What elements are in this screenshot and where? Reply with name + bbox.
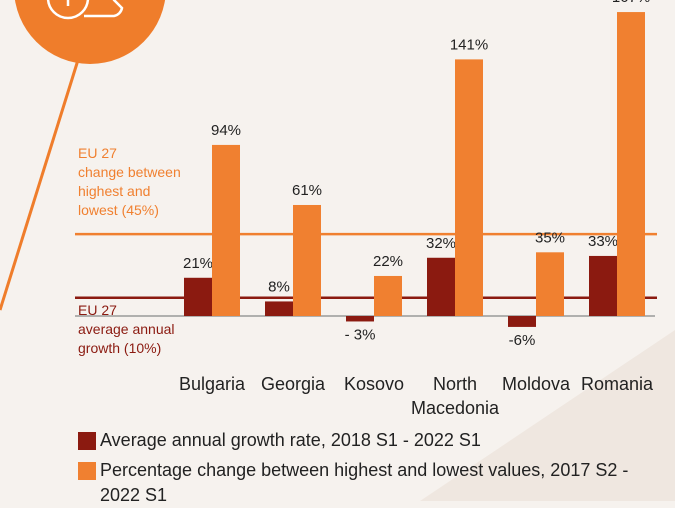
value-label: 35% <box>535 229 565 246</box>
reference-label: EU 27 <box>78 145 117 161</box>
legend-label: Average annual growth rate, 2018 S1 - 20… <box>100 430 481 450</box>
bar <box>374 275 402 316</box>
legend-swatch <box>78 432 96 450</box>
x-tick-label: North Macedonia <box>410 374 500 418</box>
reference-label: change between <box>78 164 181 180</box>
icon <box>46 0 124 20</box>
x-tick-label: Kosovo <box>343 374 405 394</box>
bar <box>293 204 321 316</box>
legend-swatch <box>78 462 96 480</box>
value-label: 167% <box>612 0 650 6</box>
bar <box>508 316 536 327</box>
bar <box>617 12 645 317</box>
bar <box>346 316 374 322</box>
background-shape <box>420 330 675 501</box>
x-tick-label: Georgia <box>260 374 326 394</box>
bar <box>184 277 212 316</box>
reference-label: average annual <box>78 321 175 337</box>
bar <box>212 144 240 316</box>
value-label: 32% <box>426 235 456 252</box>
value-label: 61% <box>292 182 322 199</box>
value-label: 22% <box>373 253 403 270</box>
bar <box>455 59 483 316</box>
reference-label: highest and <box>78 183 150 199</box>
bar <box>427 257 455 316</box>
value-label: 141% <box>450 36 488 53</box>
legend-item: Percentage change between highest and lo… <box>78 458 668 508</box>
value-label: -6% <box>509 332 536 349</box>
bar <box>265 301 293 316</box>
value-label: 8% <box>268 278 290 295</box>
bar <box>589 255 617 316</box>
x-tick-label: Bulgaria <box>178 374 246 394</box>
value-label: 94% <box>211 122 241 139</box>
bar <box>536 252 564 316</box>
legend-item: Average annual growth rate, 2018 S1 - 20… <box>78 428 668 453</box>
icon-circle <box>14 0 166 64</box>
value-label: 33% <box>588 233 618 250</box>
reference-label: growth (10%) <box>78 340 161 356</box>
x-tick-label: Romania <box>580 374 654 394</box>
reference-label: lowest (45%) <box>78 202 159 218</box>
value-label: - 3% <box>345 326 376 343</box>
decorative-line <box>0 59 80 311</box>
value-label: 21% <box>183 255 213 272</box>
reference-label: EU 27 <box>78 302 117 318</box>
x-tick-label: Moldova <box>501 374 571 394</box>
legend-label: Percentage change between highest and lo… <box>100 460 629 505</box>
